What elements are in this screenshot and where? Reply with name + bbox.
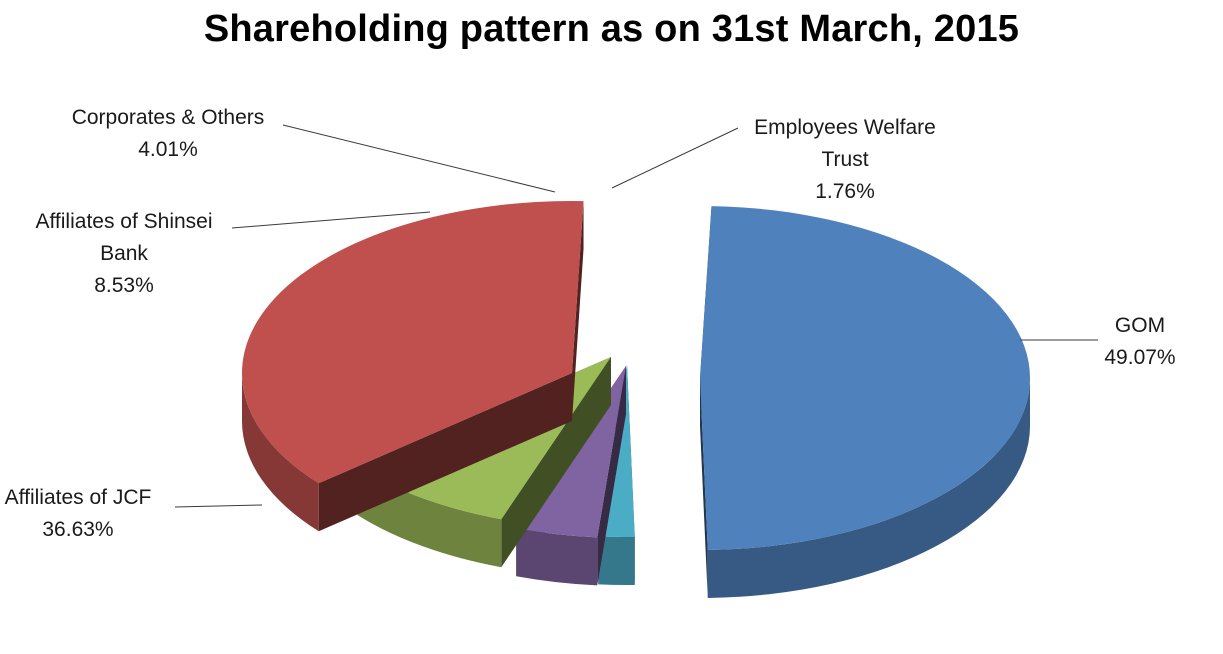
slice-name: Corporates & Others (72, 106, 265, 129)
slice-label-corporates-and-others: Corporates & Others 4.01% (72, 106, 556, 193)
slice-name: Affiliates of Shinsei (35, 210, 212, 233)
slice-label-affiliates-of-jcf: Affiliates of JCF 36.63% (5, 486, 263, 541)
pie-slice-side-start (318, 373, 572, 532)
slice-label-text: GOM 49.07% (1104, 314, 1175, 369)
pie-slice-gom (700, 206, 1031, 598)
pie-slice-side-end (572, 201, 584, 421)
leader-line (611, 127, 739, 189)
pie-slice-top (242, 200, 584, 484)
slice-name: GOM (1115, 314, 1165, 337)
slice-label-text: Affiliates of Shinsei Bank 8.53% (35, 210, 212, 297)
slice-value: 8.53% (94, 274, 154, 297)
slice-name: Bank (100, 242, 148, 265)
slice-label-employees-welfare-trust: Employees Welfare Trust 1.76% (611, 116, 936, 203)
leader-line (282, 124, 556, 193)
slice-name: Affiliates of JCF (5, 486, 152, 509)
pie-slice-outer-wall (516, 528, 598, 586)
leader-line (231, 211, 431, 229)
leader-line (174, 504, 263, 508)
slice-name: Trust (821, 148, 868, 171)
pie-slice-top (700, 206, 1031, 550)
slice-label-affiliates-of-shinsei-bank: Affiliates of Shinsei Bank 8.53% (35, 210, 431, 297)
pie-slice-affiliates-of-jcf (242, 200, 584, 532)
slice-value: 36.63% (42, 518, 113, 541)
pie-slice-outer-wall (242, 373, 319, 532)
pie-slice-side-end (700, 378, 708, 598)
slice-label-text: Employees Welfare Trust 1.76% (754, 116, 936, 203)
slice-value: 4.01% (138, 138, 198, 161)
slice-value: 1.76% (815, 180, 875, 203)
slice-label-text: Corporates & Others 4.01% (72, 106, 265, 161)
slice-label-gom: GOM 49.07% (1020, 314, 1176, 369)
pie-slice-outer-wall (598, 536, 635, 585)
slice-label-text: Affiliates of JCF 36.63% (5, 486, 152, 541)
slice-value: 49.07% (1104, 346, 1175, 369)
chart-title: Shareholding pattern as on 31st March, 2… (203, 8, 1020, 50)
pie-slice-outer-wall (707, 378, 1030, 598)
slice-name: Employees Welfare (754, 116, 936, 139)
